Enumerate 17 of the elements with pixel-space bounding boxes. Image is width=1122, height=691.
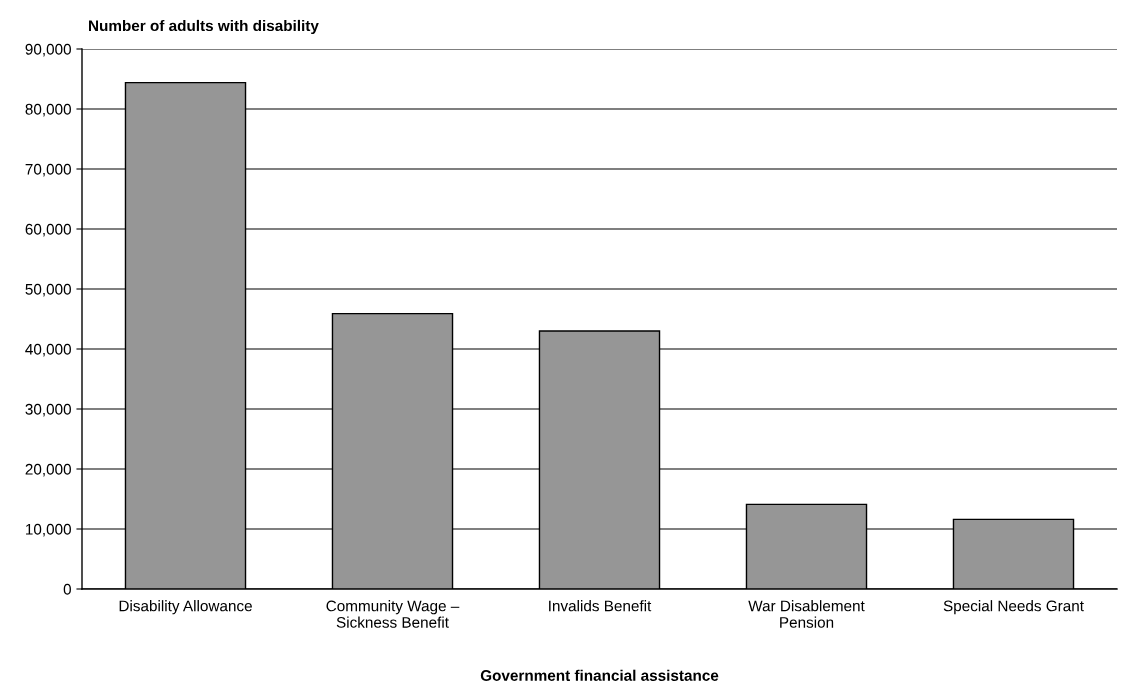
- y-tick-label: 20,000: [25, 463, 71, 477]
- y-tick-label: 50,000: [25, 283, 71, 297]
- x-tick-label: Special Needs Grant: [943, 600, 1084, 615]
- x-tick-label: Invalids Benefit: [549, 600, 652, 612]
- x-tick-label: War Disablement Pension: [748, 600, 865, 628]
- y-tick-label: 30,000: [25, 403, 71, 417]
- y-tick-label: 70,000: [25, 163, 71, 177]
- y-tick-label: 90,000: [25, 43, 71, 57]
- y-tick-label: 40,000: [25, 343, 71, 357]
- y-tick-label: 60,000: [25, 223, 71, 237]
- x-tick-label: Disability Allowance: [119, 600, 252, 615]
- y-tick-label: 0: [63, 583, 71, 595]
- x-axis-title: Government financial assistance: [480, 669, 719, 681]
- y-axis-title: Number of adults with disability: [89, 19, 319, 35]
- y-tick-label: 10,000: [26, 523, 71, 537]
- x-tick-label: Community Wage – Sickness Benefit: [326, 600, 460, 628]
- y-tick-label: 80,000: [25, 103, 71, 117]
